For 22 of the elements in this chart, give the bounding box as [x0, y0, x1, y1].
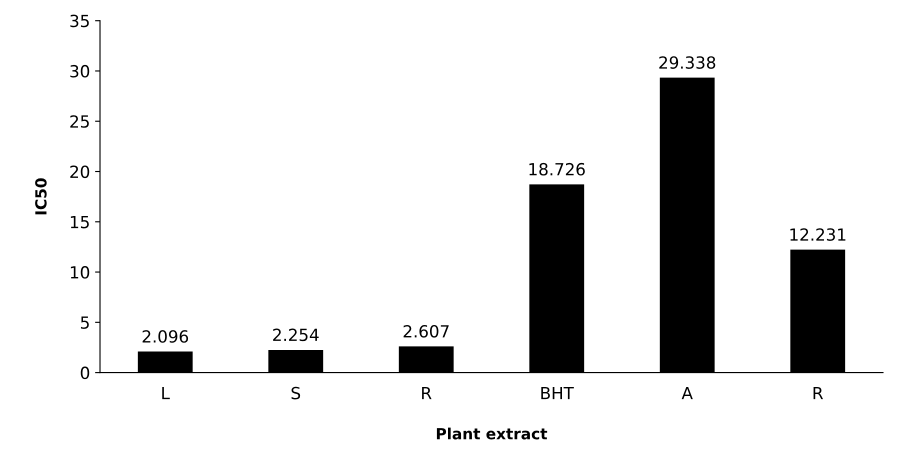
y-tick-label: 10: [70, 266, 90, 279]
x-tick-label: S: [292, 386, 300, 400]
x-tick-label: BHT: [541, 387, 574, 400]
data-label: 2.607: [404, 324, 449, 338]
x-tick-label: R: [422, 387, 432, 400]
x-tick-label: R: [814, 387, 824, 400]
y-tick-label: 0: [80, 366, 90, 380]
data-label: 18.726: [529, 162, 585, 176]
data-label: 12.231: [790, 228, 846, 241]
x-tick-label: A: [682, 387, 693, 400]
y-tick-label: 35: [70, 14, 89, 28]
data-label: 29.338: [659, 56, 716, 69]
y-axis-title: IC50: [35, 178, 47, 214]
y-tick-label: 30: [70, 64, 90, 78]
y-tick-label: 15: [70, 216, 89, 228]
data-label: 2.254: [273, 328, 319, 342]
y-tick-label: 20: [70, 165, 90, 178]
data-label: 2.096: [142, 330, 188, 343]
y-tick-label: 5: [80, 316, 89, 329]
y-tick-label: 25: [70, 115, 89, 128]
x-axis-title: Plant extract: [436, 428, 548, 440]
x-tick-label: L: [162, 387, 170, 400]
